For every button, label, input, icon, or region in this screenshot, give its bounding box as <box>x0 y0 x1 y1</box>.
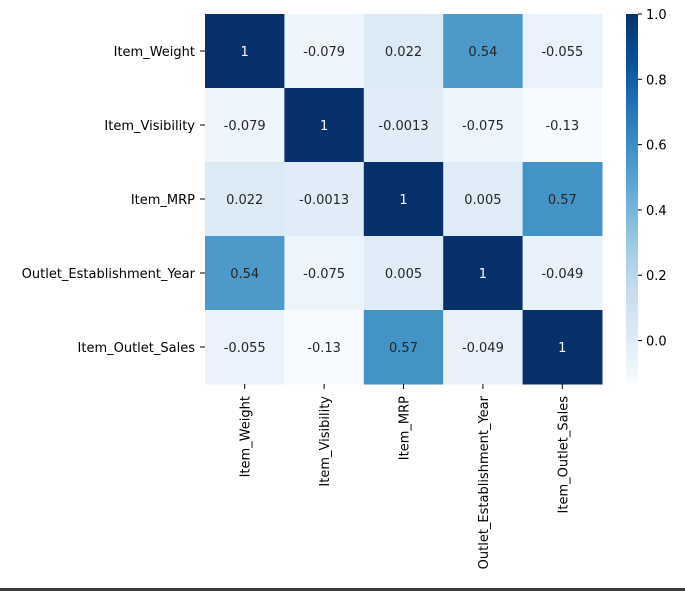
window-bottom-edge <box>0 588 685 591</box>
cell-annotation: 1 <box>479 267 487 282</box>
cell-annotation: 1 <box>399 193 407 208</box>
y-tick-label: Outlet_Establishment_Year <box>22 267 196 282</box>
heatmap-cell <box>443 14 524 89</box>
x-tick-label: Item_Weight <box>239 396 254 477</box>
heatmap-cell <box>443 310 524 385</box>
cell-annotation: 0.54 <box>468 45 497 60</box>
cell-annotation: -0.0013 <box>378 119 428 134</box>
cell-annotation: 0.022 <box>385 45 422 60</box>
x-tick-label: Outlet_Establishment_Year <box>477 395 492 569</box>
x-tick-label: Item_Visibility <box>318 396 333 487</box>
heatmap-cell <box>205 310 285 385</box>
cell-annotation: 1 <box>320 119 328 134</box>
colorbar-tick-label: 0.6 <box>646 139 667 154</box>
cell-annotation: 0.57 <box>548 193 577 208</box>
x-tick-label: Item_Outlet_Sales <box>556 396 571 514</box>
y-tick-label: Item_Weight <box>114 45 195 60</box>
colorbar-tick-label: 0.2 <box>646 269 667 284</box>
cell-annotation: -0.079 <box>303 45 345 60</box>
cell-annotation: 0.022 <box>226 193 263 208</box>
heatmap-cell <box>443 162 524 237</box>
cell-annotation: 0.57 <box>389 341 418 356</box>
heatmap-cell <box>443 88 524 163</box>
heatmap-cell <box>443 236 524 311</box>
cell-annotation: -0.049 <box>541 267 583 282</box>
y-tick-label: Item_MRP <box>131 193 195 208</box>
heatmap-cell <box>284 310 365 385</box>
heatmap-cell <box>522 236 603 311</box>
cell-annotation: 0.54 <box>230 267 259 282</box>
heatmap-cell <box>284 236 365 311</box>
cell-annotation: 0.005 <box>385 267 422 282</box>
heatmap-cell <box>205 236 285 311</box>
colorbar-tick-label: 0.0 <box>646 335 667 350</box>
cell-annotation: -0.075 <box>462 119 504 134</box>
cell-annotation: -0.0013 <box>299 193 349 208</box>
cell-annotation: 0.005 <box>464 193 501 208</box>
cell-annotation: 1 <box>558 341 566 356</box>
y-tick-label: Item_Outlet_Sales <box>78 341 196 356</box>
colorbar-tick-label: 0.4 <box>646 204 667 219</box>
heatmap-cell <box>284 14 365 89</box>
cell-annotation: -0.13 <box>545 119 579 134</box>
heatmap-cell <box>363 162 444 237</box>
cell-annotation: -0.079 <box>224 119 266 134</box>
heatmap-cell <box>205 14 285 89</box>
heatmap-cell <box>363 310 444 385</box>
cell-annotation: -0.075 <box>303 267 345 282</box>
heatmap-cell <box>363 236 444 311</box>
cell-annotation: -0.055 <box>541 45 583 60</box>
heatmap-cell <box>363 88 444 163</box>
cell-annotation: 1 <box>241 45 249 60</box>
heatmap-cell <box>284 88 365 163</box>
colorbar-tick-label: 0.8 <box>646 73 667 88</box>
heatmap-cell <box>363 14 444 89</box>
heatmap-cell <box>522 310 603 385</box>
heatmap-cell <box>522 162 603 237</box>
cell-annotation: -0.055 <box>224 341 266 356</box>
cell-annotation: -0.13 <box>307 341 341 356</box>
heatmap-cell <box>205 88 285 163</box>
heatmap-cell <box>522 88 603 163</box>
heatmap-cell <box>522 14 603 89</box>
colorbar <box>626 14 638 383</box>
heatmap-cell <box>284 162 365 237</box>
cell-annotation: -0.049 <box>462 341 504 356</box>
colorbar-tick-label: 1.0 <box>646 8 667 23</box>
y-tick-label: Item_Visibility <box>104 119 195 134</box>
heatmap-cell <box>205 162 285 237</box>
x-tick-label: Item_MRP <box>398 396 413 460</box>
